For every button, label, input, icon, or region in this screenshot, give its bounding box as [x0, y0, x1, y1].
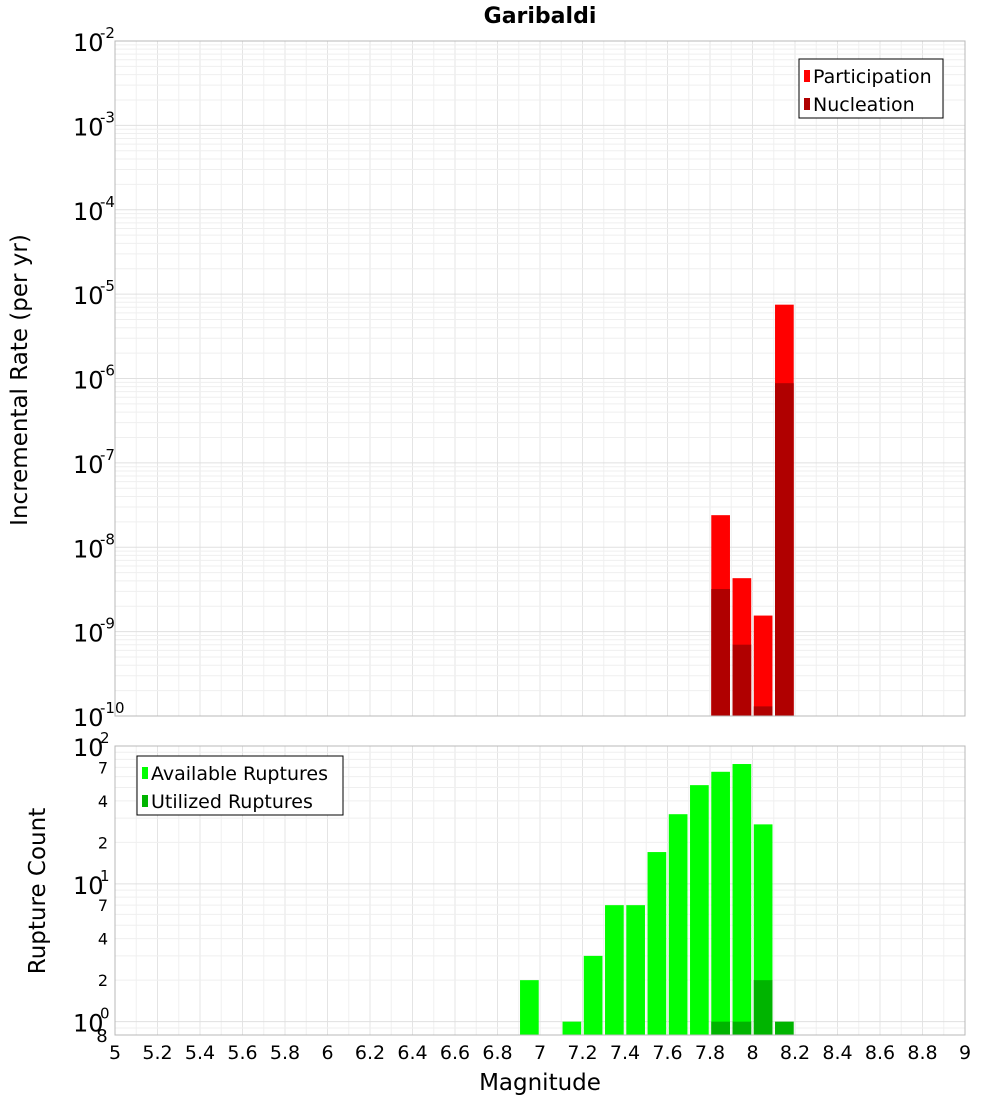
- y-tick-label: 10: [73, 282, 104, 310]
- x-tick-label: 7.2: [567, 1042, 597, 1064]
- y-tick-label: 10: [73, 1010, 104, 1038]
- x-tick-label: 7.8: [695, 1042, 725, 1064]
- y-tick-minor-label: 2: [98, 971, 108, 990]
- chart-title: Garibaldi: [484, 4, 597, 29]
- bar-utilized-ruptures: [711, 1021, 730, 1035]
- bar-nucleation: [732, 644, 752, 716]
- bar-available-ruptures: [732, 764, 752, 1035]
- x-tick-label: 8.8: [907, 1042, 937, 1064]
- y-tick-label: 10: [73, 198, 104, 226]
- bar-available-ruptures: [690, 785, 709, 1035]
- legend-box: [798, 58, 944, 119]
- x-tick-label: 5.8: [270, 1042, 300, 1064]
- bar-available-ruptures: [583, 955, 603, 1035]
- y-tick-exponent: 1: [100, 867, 110, 885]
- x-tick-label: 8.2: [780, 1042, 810, 1064]
- y-tick-exponent: 2: [100, 729, 110, 747]
- bar-utilized-ruptures: [775, 1021, 794, 1035]
- rate-panel: ParticipationNucleation10-1010-910-810-7…: [73, 24, 966, 732]
- legend-swatch: [804, 70, 810, 82]
- legend-swatch: [142, 795, 148, 807]
- y-tick-label: 10: [73, 113, 104, 141]
- y-tick-exponent: -4: [100, 193, 115, 211]
- x-axis-label: Magnitude: [479, 1070, 601, 1096]
- x-tick-label: 5: [109, 1042, 121, 1064]
- x-tick-label: 7.6: [652, 1042, 682, 1064]
- y-tick-minor-label: 2: [98, 833, 108, 852]
- x-tick-label: 6.2: [355, 1042, 385, 1064]
- y-tick-label: 10: [73, 734, 104, 762]
- legend-entry: Nucleation: [813, 94, 915, 116]
- x-tick-label: 7.4: [610, 1042, 640, 1064]
- y-tick-exponent: -2: [100, 24, 115, 42]
- x-tick-label: 9: [959, 1042, 971, 1064]
- bar-utilized-ruptures: [732, 1021, 752, 1035]
- legend-swatch: [142, 767, 148, 779]
- y-tick-exponent: -7: [100, 446, 115, 464]
- bar-available-ruptures: [562, 1021, 582, 1035]
- y-tick-minor-label: 4: [98, 792, 108, 811]
- bar-available-ruptures: [626, 905, 645, 1035]
- bar-nucleation: [775, 383, 794, 716]
- bar-participation: [753, 615, 773, 716]
- y-tick-exponent: -5: [100, 277, 115, 295]
- bar-available-ruptures: [520, 980, 539, 1035]
- x-tick-label: 8: [746, 1042, 758, 1064]
- y-tick-exponent: -8: [100, 530, 115, 548]
- bar-available-ruptures: [711, 771, 730, 1035]
- plot-frame: [114, 745, 966, 1036]
- y-tick-exponent: -10: [100, 699, 125, 717]
- legend: Participation Nucleation: [798, 58, 944, 119]
- x-tick-label: 6.4: [397, 1042, 427, 1064]
- y-tick-exponent: -9: [100, 615, 115, 633]
- x-tick-label: 6.6: [440, 1042, 470, 1064]
- y-tick-label: 10: [73, 367, 104, 395]
- x-tick-label: 8.6: [865, 1042, 895, 1064]
- x-tick-label: 5.6: [227, 1042, 257, 1064]
- y-tick-exponent: -3: [100, 108, 115, 126]
- legend-entry: Participation: [813, 66, 932, 88]
- y-tick-minor-label: 7: [98, 896, 108, 915]
- legend: Available Ruptures Utilized Ruptures: [136, 755, 344, 816]
- plot-frame: [114, 40, 966, 717]
- y-min-label: 8: [96, 1026, 107, 1047]
- y-tick-minor-label: 7: [98, 758, 108, 777]
- y-tick-label: 10: [73, 451, 104, 479]
- x-tick-label: 8.4: [822, 1042, 852, 1064]
- x-tick-label: 6.8: [482, 1042, 512, 1064]
- bar-utilized-ruptures: [753, 980, 773, 1035]
- y-tick-label: 10: [73, 704, 104, 732]
- y-tick-label: 10: [73, 29, 104, 57]
- y-tick-label: 10: [73, 872, 104, 900]
- x-tick-label: 5.2: [142, 1042, 172, 1064]
- y-tick-label: 10: [73, 535, 104, 563]
- y-tick-exponent: 0: [100, 1005, 110, 1023]
- x-tick-label: 5.4: [185, 1042, 215, 1064]
- legend-entry: Available Ruptures: [151, 763, 328, 785]
- legend-entry: Utilized Ruptures: [151, 791, 313, 813]
- bar-available-ruptures: [668, 814, 688, 1035]
- y-tick-label: 10: [73, 620, 104, 648]
- x-tick-label: 7: [534, 1042, 546, 1064]
- rate-y-axis-label: Incremental Rate (per yr): [7, 234, 33, 526]
- bar-available-ruptures: [605, 905, 624, 1035]
- bar-nucleation: [711, 589, 730, 716]
- legend-box: [136, 755, 344, 816]
- count-y-axis-label: Rupture Count: [25, 808, 51, 974]
- bar-available-ruptures: [647, 852, 667, 1035]
- y-tick-exponent: -6: [100, 362, 115, 380]
- legend-swatch: [804, 98, 810, 110]
- y-tick-minor-label: 4: [98, 930, 108, 949]
- bar-nucleation: [753, 706, 773, 716]
- x-tick-label: 6: [321, 1042, 333, 1064]
